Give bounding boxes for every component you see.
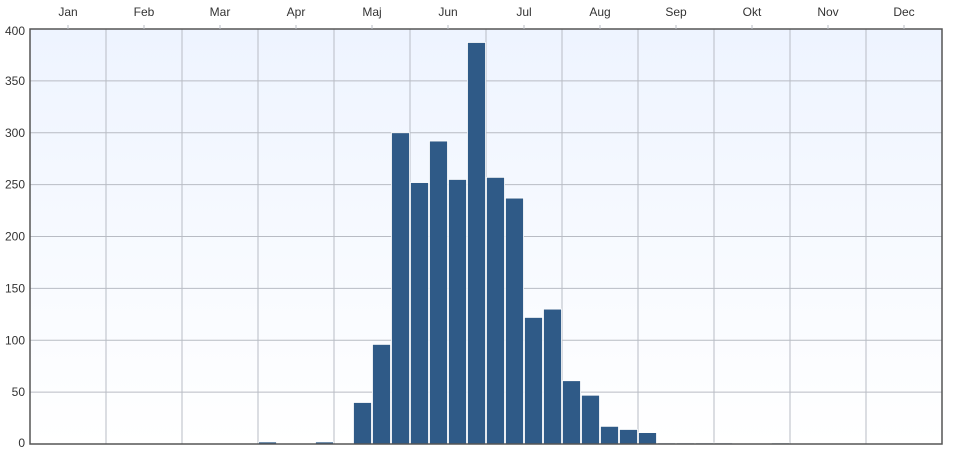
y-tick-label-250: 250 <box>5 178 25 192</box>
bar-20 <box>410 182 429 445</box>
bar-26 <box>524 317 543 445</box>
y-tick-label-100: 100 <box>5 333 25 347</box>
y-tick-label-0: 0 <box>18 436 25 450</box>
month-label-dec: Dec <box>893 5 914 19</box>
bar-19 <box>391 132 410 445</box>
y-tick-label-300: 300 <box>5 126 25 140</box>
y-tick-label-400: 400 <box>5 24 25 38</box>
month-label-feb: Feb <box>134 5 155 19</box>
bar-31 <box>619 429 638 445</box>
bar-27 <box>543 308 562 445</box>
bars <box>258 42 790 445</box>
y-tick-labels: 0 50 100 150 200 250 300 350 400 <box>5 24 25 450</box>
bar-32 <box>638 432 657 445</box>
bar-25 <box>505 197 524 445</box>
plot-frame <box>29 28 943 445</box>
bar-29 <box>581 394 600 445</box>
bar-17 <box>353 402 372 445</box>
y-tick-label-50: 50 <box>12 385 26 399</box>
month-label-jul: Jul <box>516 5 531 19</box>
y-tick-label-200: 200 <box>5 230 25 244</box>
month-label-apr: Apr <box>287 5 306 19</box>
bar-23 <box>467 42 486 445</box>
bar-21 <box>429 140 448 445</box>
month-label-sep: Sep <box>665 5 687 19</box>
month-label-okt: Okt <box>743 5 762 19</box>
bar-30 <box>600 425 619 445</box>
month-label-aug: Aug <box>589 5 610 19</box>
month-label-maj: Maj <box>362 5 381 19</box>
month-label-jun: Jun <box>438 5 457 19</box>
month-label-mar: Mar <box>210 5 231 19</box>
bar-18 <box>372 343 391 445</box>
y-tick-label-350: 350 <box>5 74 25 88</box>
y-tick-label-150: 150 <box>5 281 25 295</box>
month-label-nov: Nov <box>817 5 838 19</box>
month-labels: Jan Feb Mar Apr Maj Jun Jul Aug Sep Okt Nov Dec <box>58 5 915 29</box>
bar-28 <box>562 380 581 445</box>
bar-22 <box>448 179 467 445</box>
bar-24 <box>486 176 505 445</box>
month-label-jan: Jan <box>58 5 77 19</box>
